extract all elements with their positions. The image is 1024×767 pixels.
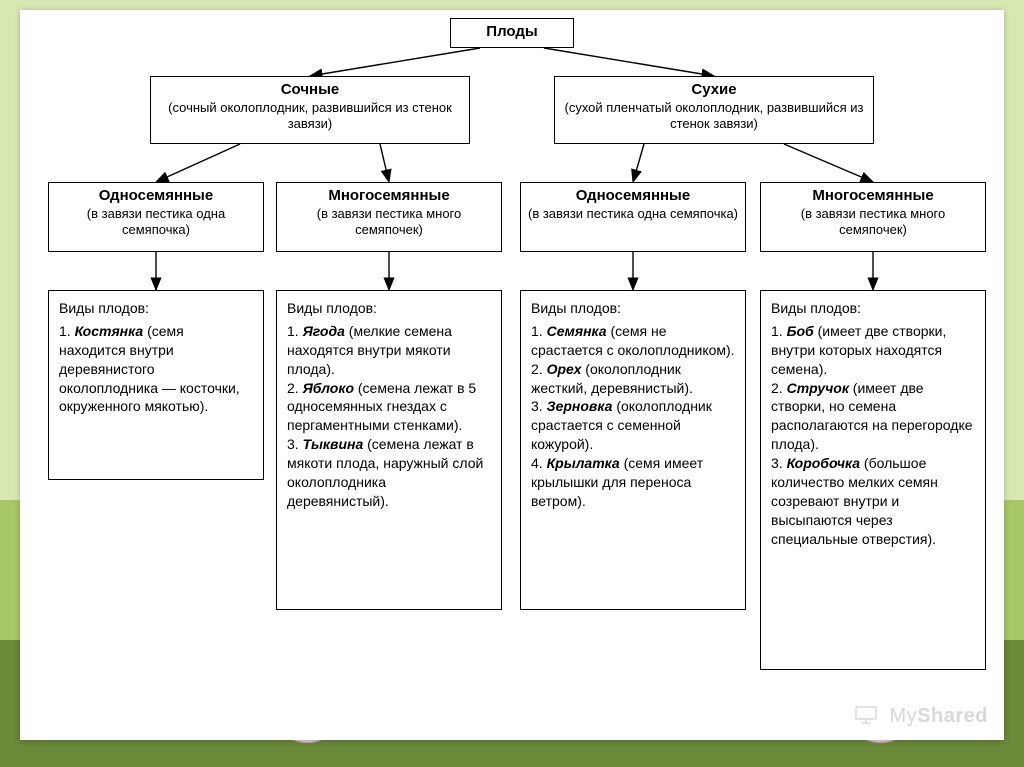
- leaf-header: Виды плодов:: [287, 299, 491, 318]
- node-juicy: Сочные (сочный околоплодник, развившийся…: [150, 76, 470, 144]
- leaf-body: 1. Костянка (семя находится внутри дерев…: [59, 323, 240, 415]
- presentation-icon: [855, 706, 877, 730]
- leaf-body: 1. Боб (имеет две створки, внутри которы…: [771, 323, 973, 547]
- leaf-dry-single: Виды плодов: 1. Семянка (семя не срастае…: [520, 290, 746, 610]
- leaf-header: Виды плодов:: [59, 299, 253, 318]
- node-sub: (в завязи пестика одна семяпочка): [527, 206, 739, 222]
- node-dry: Сухие (сухой пленчатый околоплодник, раз…: [554, 76, 874, 144]
- node-sub: (в завязи пестика одна семяпочка): [55, 206, 257, 239]
- node-juicy-sub: (сочный околоплодник, развившийся из сте…: [157, 100, 463, 133]
- node-dry-sub: (сухой пленчатый околоплодник, развивший…: [561, 100, 867, 133]
- leaf-header: Виды плодов:: [771, 299, 975, 318]
- leaf-body: 1. Семянка (семя не срастается с околопл…: [531, 323, 735, 509]
- diagram-sheet: Плоды Сочные (сочный околоплодник, разви…: [20, 10, 1004, 740]
- node-sub: (в завязи пестика много семяпочек): [767, 206, 979, 239]
- node-title: Многосемянные: [767, 187, 979, 206]
- node-juicy-multi: Многосемянные (в завязи пестика много се…: [276, 182, 502, 252]
- node-title: Многосемянные: [283, 187, 495, 206]
- leaf-dry-multi: Виды плодов: 1. Боб (имеет две створки, …: [760, 290, 986, 670]
- node-title: Односемянные: [527, 187, 739, 206]
- leaf-header: Виды плодов:: [531, 299, 735, 318]
- leaf-juicy-multi: Виды плодов: 1. Ягода (мелкие семена нах…: [276, 290, 502, 610]
- node-title: Односемянные: [55, 187, 257, 206]
- watermark-right: Shared: [917, 705, 988, 727]
- node-root: Плоды: [450, 18, 574, 48]
- node-juicy-title: Сочные: [157, 81, 463, 100]
- leaf-body: 1. Ягода (мелкие семена находятся внутри…: [287, 323, 483, 509]
- node-juicy-single: Односемянные (в завязи пестика одна семя…: [48, 182, 264, 252]
- watermark-left: My: [890, 705, 918, 727]
- watermark: MyShared: [855, 705, 988, 730]
- node-dry-multi: Многосемянные (в завязи пестика много се…: [760, 182, 986, 252]
- node-sub: (в завязи пестика много семяпочек): [283, 206, 495, 239]
- node-root-title: Плоды: [457, 23, 567, 42]
- leaf-juicy-single: Виды плодов: 1. Костянка (семя находится…: [48, 290, 264, 480]
- node-dry-single: Односемянные (в завязи пестика одна семя…: [520, 182, 746, 252]
- node-dry-title: Сухие: [561, 81, 867, 100]
